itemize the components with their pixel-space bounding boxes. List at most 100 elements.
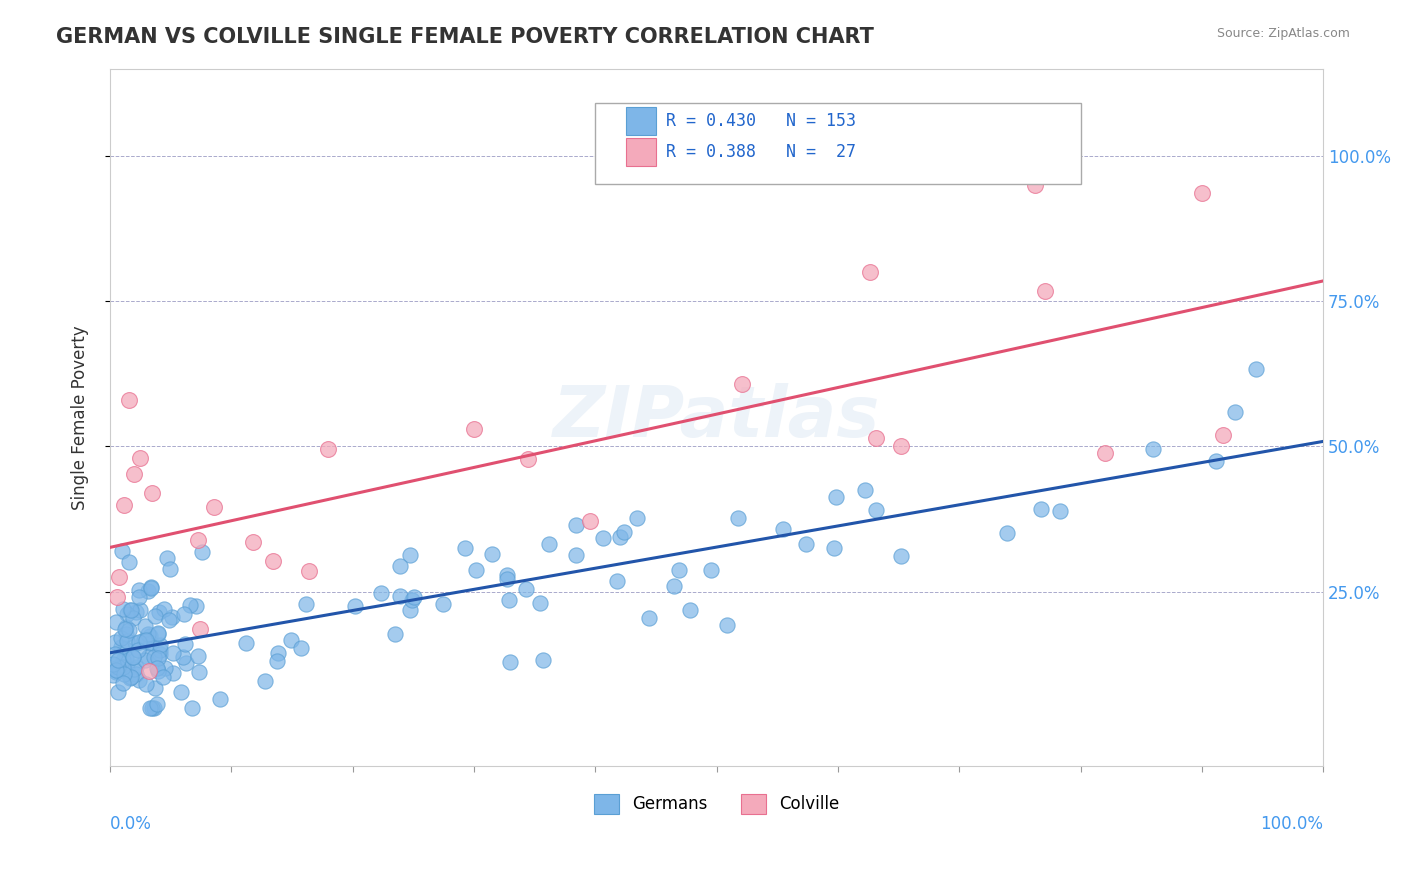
Point xyxy=(120,603,142,617)
Point xyxy=(772,522,794,536)
Text: Source: ZipAtlas.com: Source: ZipAtlas.com xyxy=(1216,27,1350,40)
Point xyxy=(125,636,148,650)
Point xyxy=(1191,186,1213,201)
Point xyxy=(699,563,721,577)
Point xyxy=(105,615,128,629)
Point xyxy=(159,562,181,576)
Text: 0.0%: 0.0% xyxy=(110,815,152,833)
Point xyxy=(141,581,163,595)
Text: ZIPatlas: ZIPatlas xyxy=(553,383,880,452)
Point xyxy=(399,548,422,562)
Point xyxy=(202,500,225,515)
Point xyxy=(157,613,180,627)
Point xyxy=(139,636,162,650)
Text: R = 0.430   N = 153: R = 0.430 N = 153 xyxy=(665,112,856,130)
Point xyxy=(118,671,141,685)
Point xyxy=(388,558,411,573)
Point xyxy=(191,545,214,559)
Point xyxy=(579,514,602,528)
Point xyxy=(209,691,232,706)
Point xyxy=(824,541,846,555)
Point xyxy=(143,609,166,624)
Point xyxy=(135,677,157,691)
Point xyxy=(115,626,138,640)
Point xyxy=(1029,501,1052,516)
Y-axis label: Single Female Poverty: Single Female Poverty xyxy=(72,325,89,509)
Point xyxy=(496,572,519,586)
Point xyxy=(143,650,166,665)
Point xyxy=(146,664,169,678)
Point xyxy=(114,622,136,636)
Point xyxy=(531,653,554,667)
Point xyxy=(115,634,138,648)
Point xyxy=(169,684,191,698)
Point xyxy=(111,602,134,616)
Point xyxy=(564,549,586,563)
Point xyxy=(111,544,134,558)
Point xyxy=(105,665,128,680)
Point xyxy=(1244,361,1267,376)
Point xyxy=(188,665,211,680)
Point xyxy=(153,661,176,675)
Point xyxy=(401,592,423,607)
Point xyxy=(101,657,124,671)
Point xyxy=(149,643,172,657)
Text: R = 0.388   N =  27: R = 0.388 N = 27 xyxy=(665,144,856,161)
Legend: Germans, Colville: Germans, Colville xyxy=(588,787,846,821)
Point xyxy=(107,653,129,667)
Point xyxy=(499,655,522,669)
Point xyxy=(716,618,738,632)
Point xyxy=(162,666,184,681)
Point xyxy=(316,442,339,456)
Point xyxy=(890,549,912,564)
Point xyxy=(107,660,129,674)
Point xyxy=(107,664,129,678)
Point xyxy=(142,701,165,715)
Point xyxy=(125,667,148,681)
Point xyxy=(128,451,150,466)
Point xyxy=(127,642,149,657)
Point xyxy=(727,510,749,524)
Point xyxy=(1049,504,1071,518)
Point xyxy=(262,554,284,568)
Point xyxy=(145,660,167,674)
Point xyxy=(859,265,882,279)
Point xyxy=(253,673,276,688)
Point xyxy=(454,541,477,555)
Point xyxy=(824,490,846,504)
Point xyxy=(498,592,520,607)
Point xyxy=(280,632,302,647)
Point xyxy=(626,511,648,525)
Point xyxy=(290,640,312,655)
Point xyxy=(104,648,127,662)
Point xyxy=(609,530,631,544)
Point xyxy=(105,590,128,604)
Point xyxy=(853,483,876,498)
Point xyxy=(865,502,887,516)
Point xyxy=(136,636,159,650)
Point xyxy=(108,570,131,584)
Point xyxy=(124,467,146,481)
Point xyxy=(135,633,157,648)
Point xyxy=(538,536,561,550)
Point xyxy=(143,681,166,696)
Point xyxy=(128,583,150,598)
Point xyxy=(152,670,174,684)
Point xyxy=(124,662,146,676)
Point xyxy=(294,597,316,611)
Point xyxy=(139,701,162,715)
Point xyxy=(141,486,163,500)
Bar xyxy=(626,107,657,135)
Point xyxy=(118,623,141,637)
Point xyxy=(149,648,172,662)
Point xyxy=(125,605,148,619)
Point xyxy=(463,422,485,436)
Point xyxy=(112,660,135,674)
Point xyxy=(592,531,614,545)
Point xyxy=(465,563,488,577)
Point xyxy=(890,439,912,453)
Point xyxy=(1225,405,1247,419)
Point xyxy=(136,627,159,641)
Point xyxy=(101,667,124,681)
FancyBboxPatch shape xyxy=(595,103,1081,184)
